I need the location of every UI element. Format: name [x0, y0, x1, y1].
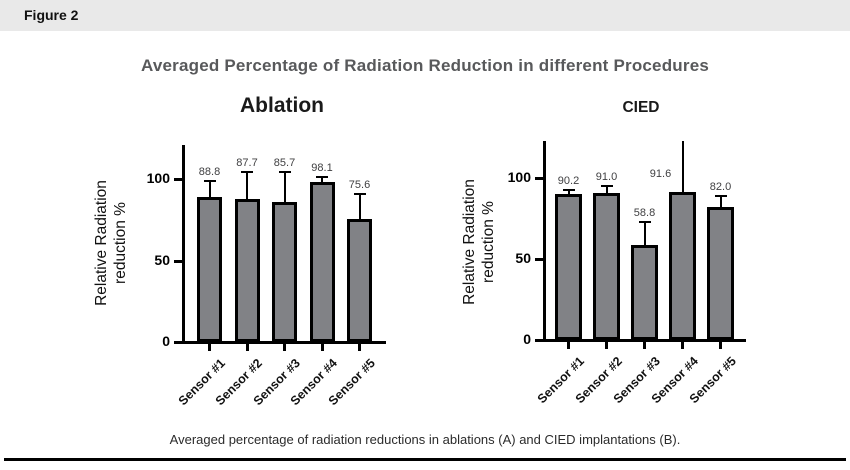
bar-ablation-sensor-3 — [272, 202, 297, 342]
bar-ablation-sensor-1 — [197, 197, 222, 342]
value-label-ablation-4: 98.1 — [311, 161, 333, 174]
figure-label: Figure 2 — [24, 7, 79, 23]
error-cap-cied-2 — [600, 185, 613, 188]
x-tick-ablation-1 — [208, 344, 211, 351]
error-bar-cied-1 — [567, 190, 570, 194]
y-tick-ablation-50 — [174, 259, 182, 263]
error-cap-cied-3 — [638, 220, 651, 223]
error-bar-ablation-3 — [283, 172, 286, 203]
value-label-ablation-3: 85.7 — [273, 157, 296, 170]
x-category-label-cied-2: Sensor #2 — [572, 354, 625, 407]
y-axis-cied — [543, 140, 546, 342]
x-tick-cied-2 — [605, 342, 608, 349]
bar-ablation-sensor-2 — [234, 199, 260, 342]
x-category-label-ablation-2: Sensor #2 — [212, 356, 265, 409]
error-cap-ablation-2 — [241, 171, 253, 174]
y-tick-ablation-0 — [174, 341, 182, 344]
figure-header-band: Figure 2 — [0, 0, 850, 31]
bar-cied-sensor-2 — [593, 192, 620, 340]
bottom-rule — [4, 458, 846, 461]
y-axis-label-ablation: Relative Radiation reduction % — [93, 180, 130, 306]
x-category-label-cied-4: Sensor #4 — [648, 354, 701, 407]
value-label-cied-4: 91.6 — [649, 168, 672, 180]
bar-ablation-sensor-4 — [309, 182, 335, 342]
error-bar-cied-2 — [605, 186, 608, 193]
error-cap-ablation-1 — [203, 179, 216, 182]
value-label-ablation-5: 75.6 — [348, 178, 371, 191]
y-tick-cied-50 — [535, 258, 543, 261]
error-bar-ablation-2 — [246, 172, 248, 200]
y-tick-label-cied-100: 100 — [507, 169, 531, 185]
y-tick-label-ablation-100: 100 — [146, 170, 170, 186]
x-tick-ablation-3 — [283, 344, 286, 351]
x-tick-ablation-4 — [320, 344, 324, 351]
error-cap-cied-5 — [714, 194, 727, 197]
x-category-label-ablation-4: Sensor #4 — [287, 356, 340, 409]
x-tick-ablation-5 — [358, 344, 361, 351]
y-tick-cied-100 — [535, 177, 543, 180]
value-label-ablation-1: 88.8 — [198, 165, 221, 178]
bar-cied-sensor-3 — [631, 244, 658, 340]
error-bar-ablation-1 — [208, 180, 211, 198]
x-category-label-cied-5: Sensor #5 — [686, 354, 739, 407]
y-tick-label-cied-50: 50 — [515, 250, 531, 266]
bar-ablation-sensor-5 — [347, 218, 372, 342]
value-label-cied-1: 90.2 — [557, 175, 580, 188]
value-label-ablation-2: 87.7 — [236, 157, 258, 170]
y-tick-label-cied-0: 0 — [523, 331, 531, 347]
error-cap-ablation-3 — [278, 171, 291, 174]
value-label-cied-5: 82.0 — [709, 180, 732, 193]
error-cap-ablation-5 — [353, 192, 366, 195]
error-cap-ablation-4 — [316, 175, 328, 178]
figure-main-title: Averaged Percentage of Radiation Reducti… — [140, 56, 710, 75]
error-bar-cied-5 — [719, 195, 722, 208]
y-tick-ablation-100 — [174, 178, 182, 181]
y-axis-ablation — [182, 144, 185, 344]
x-category-label-cied-1: Sensor #1 — [534, 354, 587, 407]
y-tick-label-ablation-50: 50 — [154, 251, 170, 268]
value-label-cied-2: 91.0 — [595, 171, 618, 184]
value-label-cied-3: 58.8 — [633, 206, 656, 219]
chart-title-ablation: Ablation — [240, 94, 324, 117]
error-bar-cied-3 — [643, 221, 646, 245]
error-cap-cied-1 — [562, 189, 575, 192]
x-category-label-ablation-5: Sensor #5 — [325, 356, 378, 409]
error-bar-ablation-4 — [321, 176, 323, 183]
x-tick-cied-1 — [567, 342, 570, 349]
chart-title-cied: CIED — [622, 99, 660, 116]
x-category-label-cied-3: Sensor #3 — [610, 354, 663, 407]
y-tick-cied-0 — [535, 339, 543, 342]
bar-cied-sensor-5 — [707, 207, 734, 340]
x-tick-ablation-2 — [245, 344, 249, 351]
figure-caption: Averaged percentage of radiation reducti… — [169, 432, 681, 447]
x-axis-cied — [543, 339, 746, 342]
error-bar-cied-4 — [681, 140, 684, 192]
y-axis-label-cied: Relative Radiation reduction % — [461, 179, 498, 305]
y-tick-label-ablation-0: 0 — [162, 333, 170, 349]
x-tick-cied-3 — [643, 342, 646, 349]
bar-cied-sensor-4 — [669, 191, 696, 340]
x-axis-ablation — [182, 341, 386, 344]
error-bar-ablation-5 — [358, 193, 361, 219]
bar-cied-sensor-1 — [555, 193, 582, 340]
x-tick-cied-5 — [719, 342, 722, 349]
x-tick-cied-4 — [681, 342, 684, 349]
